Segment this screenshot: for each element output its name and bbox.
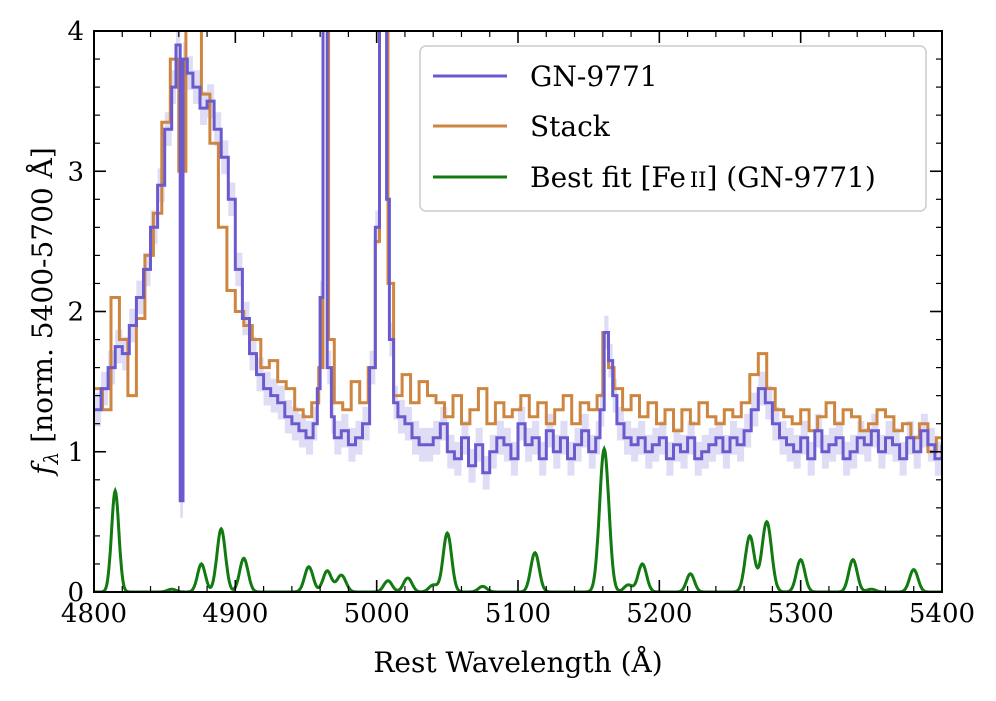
x-tick-label: 5300 (768, 599, 834, 629)
axis-ticks: 4800 4900 5000 5100 5200 5300 5400 0 1 2 3 4 (61, 17, 975, 629)
y-tick-label: 0 (67, 578, 84, 608)
series-gn-9771-uncertainty-band (94, 31, 942, 518)
x-tick-label: 5000 (344, 599, 410, 629)
x-tick-label: 5100 (485, 599, 551, 629)
x-tick-label: 4900 (202, 599, 268, 629)
series-gn-9771-line (94, 31, 942, 503)
y-tick-label: 1 (67, 438, 84, 468)
legend-label-stack: Stack (530, 110, 611, 143)
legend-box (419, 45, 927, 212)
y-tick-label: 3 (67, 157, 84, 187)
y-tick-label: 4 (67, 17, 84, 47)
x-tick-label: 5200 (626, 599, 692, 629)
y-tick-label: 2 (67, 298, 84, 328)
y-axis-label: fλ [norm. 5400-5700 Å] (26, 147, 63, 477)
legend-label-best-fit: Best fit [Fe II] (GN-9771) (530, 161, 876, 194)
x-axis-label: Rest Wavelength (Å) (373, 646, 662, 679)
legend: GN-9771 Stack Best fit [Fe II] (GN-9771) (419, 45, 927, 212)
x-tick-label: 5400 (909, 599, 975, 629)
legend-label-gn-9771: GN-9771 (530, 60, 658, 93)
x-tick-label: 4800 (61, 599, 127, 629)
